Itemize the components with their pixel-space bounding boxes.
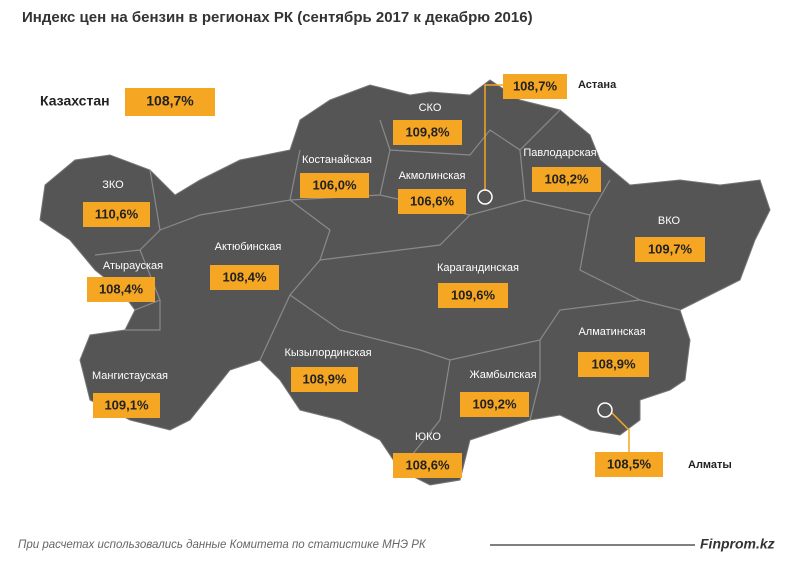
value-box [595, 452, 663, 477]
region-value: 108,9% [591, 356, 636, 371]
leader-line [610, 411, 630, 452]
city-marker [477, 189, 493, 205]
value-box [291, 367, 358, 392]
labels: Казахстан 108,7% Астана 108,7% СКО 109,8% Кост… [40, 74, 732, 478]
region-value: 108,4% [222, 269, 267, 284]
region-name: СКО [419, 102, 442, 114]
region-value: 108,4% [99, 281, 144, 296]
region-name: Кызылординская [284, 347, 371, 359]
footer-note: При расчетах использовались данные Комит… [18, 539, 427, 551]
region-name: Павлодарская [523, 147, 596, 159]
region-value: 106,6% [410, 193, 455, 208]
value-box [93, 393, 160, 418]
region-value: 108,5% [607, 456, 652, 471]
region-name: Актюбинская [215, 241, 282, 253]
country-name: Казахстан [40, 93, 110, 109]
value-box [393, 120, 462, 145]
region-value: 109,8% [405, 124, 450, 139]
brand: Finprom.kz [700, 536, 775, 552]
value-box [398, 189, 466, 214]
region-name: Алматинская [578, 326, 645, 338]
region-name: Костанайская [302, 154, 372, 166]
leader-line [484, 84, 503, 190]
region-value: 108,7% [513, 78, 558, 93]
value-box [460, 392, 529, 417]
region-value: 109,1% [104, 397, 149, 412]
value-box [532, 167, 601, 192]
title: Индекс цен на бензин в регионах РК (сент… [22, 9, 533, 26]
value-box [210, 265, 279, 290]
country-value: 108,7% [146, 93, 194, 109]
region-value: 109,2% [472, 396, 517, 411]
region-value: 108,2% [544, 171, 589, 186]
value-box [635, 237, 705, 262]
region-name: Алматы [688, 459, 732, 471]
region-value: 109,6% [451, 287, 496, 302]
value-box [503, 74, 567, 99]
region-name: ВКО [658, 215, 681, 227]
region-name: Атырауская [103, 260, 163, 272]
region-name: ЗКО [102, 179, 124, 191]
region-value: 106,0% [312, 177, 357, 192]
region-value: 110,6% [95, 206, 139, 221]
city-marker [597, 402, 613, 418]
region-name: Карагандинская [437, 262, 519, 274]
region-name: Акмолинская [399, 170, 466, 182]
region-value: 108,9% [302, 371, 347, 386]
region-name: Астана [578, 79, 617, 91]
value-box [578, 352, 649, 377]
value-box [125, 88, 215, 116]
region-name: Жамбылская [469, 369, 536, 381]
region-value: 109,7% [648, 241, 693, 256]
value-box [393, 453, 462, 478]
value-box [87, 277, 155, 302]
value-box [438, 283, 508, 308]
region-value: 108,6% [405, 457, 450, 472]
value-box [83, 202, 150, 227]
region-name: Мангистауская [92, 370, 168, 382]
value-box [300, 173, 369, 198]
region-name: ЮКО [415, 431, 441, 443]
